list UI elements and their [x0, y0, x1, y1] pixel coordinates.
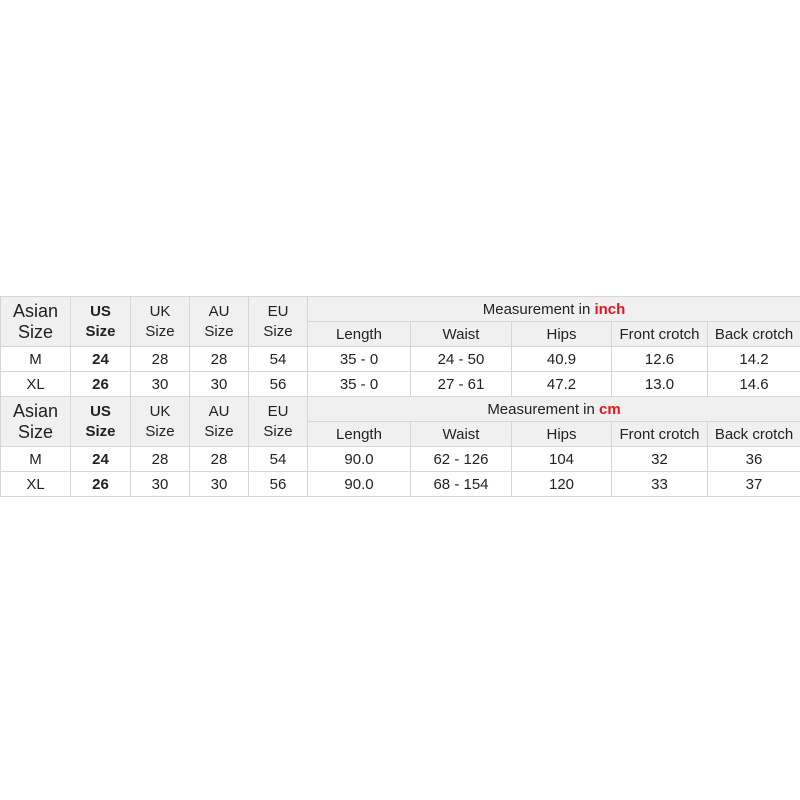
header-line: Size: [85, 422, 116, 440]
back-crotch-header: Back crotch: [706, 321, 800, 347]
asian-size-header: Asian Size: [0, 296, 71, 347]
header-line: US: [90, 402, 111, 420]
header-line: AU: [208, 302, 230, 320]
header-row: Asian Size US Size UK Size AU Size EU Size Measure…: [0, 396, 800, 447]
front-crotch-cell: 32: [611, 446, 708, 472]
eu-size-header: EU Size: [248, 396, 308, 447]
size-chart: Asian Size US Size UK Size AU Size EU Size Measure…: [0, 296, 800, 497]
us-size-cell: 24: [70, 446, 131, 472]
header-line: UK: [149, 302, 171, 320]
us-size-cell: 26: [70, 471, 131, 497]
header-line: Size: [145, 322, 175, 340]
length-cell: 90.0: [307, 471, 411, 497]
asian-size-cell: XL: [0, 371, 71, 397]
waist-header: Waist: [410, 321, 512, 347]
hips-cell: 40.9: [511, 346, 612, 372]
hips-cell: 47.2: [511, 371, 612, 397]
header-line: Asian: [12, 300, 59, 321]
header-line: EU: [267, 402, 289, 420]
table-row: M 24 28 28 54 90.0 62 - 126 104 32 36: [0, 446, 800, 472]
length-header: Length: [307, 321, 411, 347]
length-header: Length: [307, 421, 411, 447]
header-line: Size: [85, 322, 116, 340]
waist-header: Waist: [410, 421, 512, 447]
length-cell: 35 - 0: [307, 371, 411, 397]
size-table: Asian Size US Size UK Size AU Size EU Size Measure…: [0, 296, 800, 497]
us-size-cell: 26: [70, 371, 131, 397]
hips-header: Hips: [511, 321, 612, 347]
uk-size-header: UK Size: [130, 296, 190, 347]
waist-cell: 27 - 61: [410, 371, 512, 397]
table-row: XL 26 30 30 56 90.0 68 - 154 120 33 37: [0, 471, 800, 497]
unit-label: inch: [594, 300, 626, 318]
header-line: Size: [17, 421, 53, 442]
uk-size-cell: 30: [130, 471, 190, 497]
hips-cell: 120: [511, 471, 612, 497]
au-size-header: AU Size: [189, 396, 249, 447]
uk-size-cell: 28: [130, 346, 190, 372]
header-line: EU: [267, 302, 289, 320]
header-line: UK: [149, 402, 171, 420]
eu-size-cell: 54: [248, 446, 308, 472]
front-crotch-cell: 12.6: [611, 346, 708, 372]
au-size-header: AU Size: [189, 296, 249, 347]
au-size-cell: 30: [189, 371, 249, 397]
front-crotch-cell: 13.0: [611, 371, 708, 397]
header-line: Size: [17, 321, 53, 342]
hips-cell: 104: [511, 446, 612, 472]
us-size-cell: 24: [70, 346, 131, 372]
header-line: US: [90, 302, 111, 320]
au-size-cell: 30: [189, 471, 249, 497]
header-line: Size: [263, 422, 293, 440]
hips-header: Hips: [511, 421, 612, 447]
header-line: Size: [263, 322, 293, 340]
eu-size-cell: 56: [248, 371, 308, 397]
header-line: Size: [204, 422, 234, 440]
front-crotch-header: Front crotch: [611, 321, 708, 347]
header-line: Size: [145, 422, 175, 440]
table-row: M 24 28 28 54 35 - 0 24 - 50 40.9 12.6 14.2: [0, 346, 800, 372]
back-crotch-cell: 37: [706, 471, 800, 497]
unit-label: cm: [599, 400, 621, 418]
waist-cell: 24 - 50: [410, 346, 512, 372]
header-line: Asian: [12, 400, 59, 421]
table-row: XL 26 30 30 56 35 - 0 27 - 61 47.2 13.0 14.6: [0, 371, 800, 397]
us-size-header: US Size: [70, 296, 131, 347]
header-line: Size: [204, 322, 234, 340]
back-crotch-cell: 14.2: [706, 346, 800, 372]
header-row: Asian Size US Size UK Size AU Size EU Size Measure…: [0, 296, 800, 347]
eu-size-header: EU Size: [248, 296, 308, 347]
length-cell: 35 - 0: [307, 346, 411, 372]
back-crotch-header: Back crotch: [706, 421, 800, 447]
length-cell: 90.0: [307, 446, 411, 472]
asian-size-header: Asian Size: [0, 396, 71, 447]
subheader-row: Length Waist Hips Front crotch Back crotch: [1, 321, 800, 347]
front-crotch-header: Front crotch: [611, 421, 708, 447]
measurement-title: Measurement in inch: [306, 296, 800, 322]
uk-size-cell: 30: [130, 371, 190, 397]
asian-size-cell: XL: [0, 471, 71, 497]
eu-size-cell: 56: [248, 471, 308, 497]
uk-size-cell: 28: [130, 446, 190, 472]
measurement-title: Measurement in cm: [306, 396, 800, 422]
us-size-header: US Size: [70, 396, 131, 447]
title-prefix: Measurement in: [487, 400, 600, 418]
back-crotch-cell: 14.6: [706, 371, 800, 397]
front-crotch-cell: 33: [611, 471, 708, 497]
uk-size-header: UK Size: [130, 396, 190, 447]
title-prefix: Measurement in: [482, 300, 595, 318]
au-size-cell: 28: [189, 446, 249, 472]
subheader-row: Length Waist Hips Front crotch Back crotch: [1, 421, 800, 447]
header-line: AU: [208, 402, 230, 420]
asian-size-cell: M: [0, 346, 71, 372]
eu-size-cell: 54: [248, 346, 308, 372]
waist-cell: 62 - 126: [410, 446, 512, 472]
back-crotch-cell: 36: [706, 446, 800, 472]
waist-cell: 68 - 154: [410, 471, 512, 497]
au-size-cell: 28: [189, 346, 249, 372]
asian-size-cell: M: [0, 446, 71, 472]
